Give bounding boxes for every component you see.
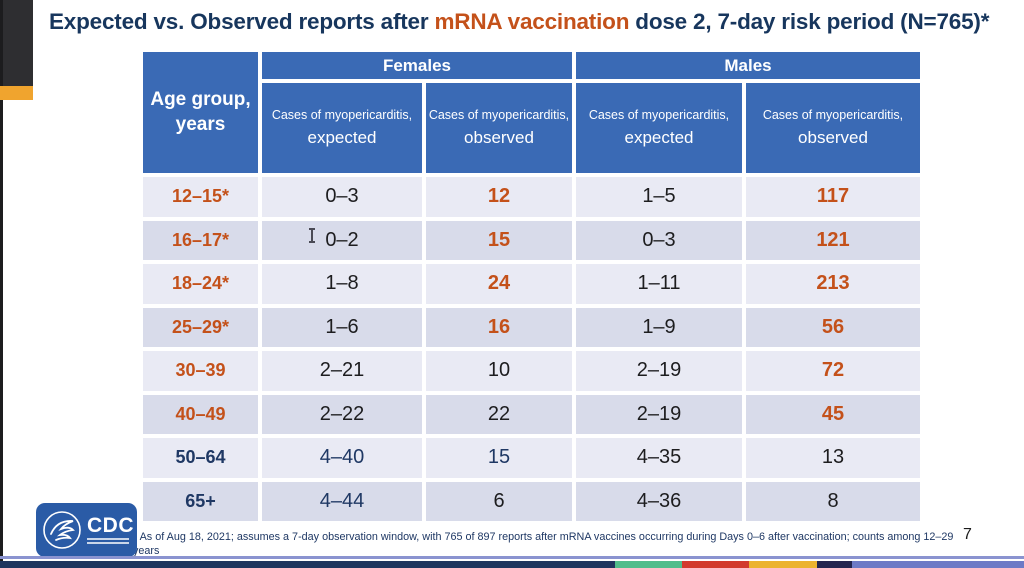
table-cell: 0–2 — [262, 220, 422, 260]
footnote-line1: * As of Aug 18, 2021; assumes a 7-day ob… — [133, 531, 954, 558]
age-group-cell: 16–17* — [143, 220, 258, 260]
table-cell: 8 — [746, 481, 920, 521]
table-cell: 10 — [426, 351, 572, 391]
title-highlight: mRNA vaccination — [434, 9, 630, 34]
table-cell: 4–36 — [576, 481, 742, 521]
left-orange-accent — [0, 86, 33, 100]
title-prefix: Expected vs. Observed reports after — [49, 9, 435, 34]
table-cell: 56 — [746, 307, 920, 347]
table-cell: 2–19 — [576, 394, 742, 434]
age-group-cell: 50–64 — [143, 438, 258, 478]
table-cell: 0–3 — [576, 220, 742, 260]
bar-segment-darknavy — [817, 561, 852, 568]
table-cell: 22 — [426, 394, 572, 434]
data-table: Age group, years Females Males Cases of … — [143, 52, 920, 521]
table-cell: 1–8 — [262, 264, 422, 304]
left-edge-line — [0, 0, 3, 568]
table-cell: 24 — [426, 264, 572, 304]
table-cell: 1–5 — [576, 177, 742, 217]
table-cell: 213 — [746, 264, 920, 304]
subheader-line2: expected — [307, 127, 377, 147]
table-cell: 4–44 — [262, 481, 422, 521]
hhs-eagle-icon — [43, 511, 81, 549]
age-group-header: Age group, years — [143, 52, 258, 173]
subheader-line2: observed — [798, 127, 868, 147]
table-cell: 15 — [426, 220, 572, 260]
table-cell: 4–40 — [262, 438, 422, 478]
table-cell: 13 — [746, 438, 920, 478]
subheader-line1: Cases of myopericarditis, — [428, 108, 570, 123]
cdc-wordmark: CDC — [87, 513, 134, 537]
table-cell: 117 — [746, 177, 920, 217]
table-cell: 121 — [746, 220, 920, 260]
table-cell: 1–9 — [576, 307, 742, 347]
age-group-cell: 40–49 — [143, 394, 258, 434]
age-group-cell: 65+ — [143, 481, 258, 521]
age-group-cell: 12–15* — [143, 177, 258, 217]
bottom-rule-line — [0, 556, 1024, 559]
age-group-cell: 18–24* — [143, 264, 258, 304]
bar-segment-red — [682, 561, 749, 568]
table-cell: 2–22 — [262, 394, 422, 434]
table-cell: 0–3 — [262, 177, 422, 217]
table-cell: 16 — [426, 307, 572, 347]
bar-segment-navy — [0, 561, 615, 568]
subheader-line1: Cases of myopericarditis, — [588, 108, 730, 123]
males-observed-header: Cases of myopericarditis, observed — [746, 83, 920, 173]
bar-segment-green — [615, 561, 682, 568]
table-cell: 2–19 — [576, 351, 742, 391]
females-observed-header: Cases of myopericarditis, observed — [426, 83, 572, 173]
subheader-line2: expected — [624, 127, 694, 147]
age-group-cell: 30–39 — [143, 351, 258, 391]
males-expected-header: Cases of myopericarditis, expected — [576, 83, 742, 173]
table-cell: 1–11 — [576, 264, 742, 304]
bar-segment-periwinkle — [852, 561, 1024, 568]
table-cell: 72 — [746, 351, 920, 391]
subheader-line2: observed — [464, 127, 534, 147]
table-cell: 12 — [426, 177, 572, 217]
slide-title: Expected vs. Observed reports after mRNA… — [49, 9, 1014, 35]
subheader-line1: Cases of myopericarditis, — [271, 108, 413, 123]
females-group-header: Females — [262, 52, 572, 79]
cdc-subtext-lines — [87, 537, 129, 546]
table-cell: 45 — [746, 394, 920, 434]
table-cell: 1–6 — [262, 307, 422, 347]
females-expected-header: Cases of myopericarditis, expected — [262, 83, 422, 173]
bar-segment-amber — [749, 561, 817, 568]
table-cell: 15 — [426, 438, 572, 478]
subheader-line1: Cases of myopericarditis, — [762, 108, 904, 123]
table-cell: 4–35 — [576, 438, 742, 478]
males-group-header: Males — [576, 52, 920, 79]
table-cell: 6 — [426, 481, 572, 521]
page-number: 7 — [963, 526, 972, 543]
table-cell: 2–21 — [262, 351, 422, 391]
bottom-color-bar — [0, 561, 1024, 568]
cdc-hhs-logo: CDC — [36, 503, 137, 557]
age-group-cell: 25–29* — [143, 307, 258, 347]
left-dark-panel — [3, 0, 33, 86]
title-suffix: dose 2, 7-day risk period (N=765)* — [629, 9, 990, 34]
text-cursor-icon — [309, 228, 315, 243]
